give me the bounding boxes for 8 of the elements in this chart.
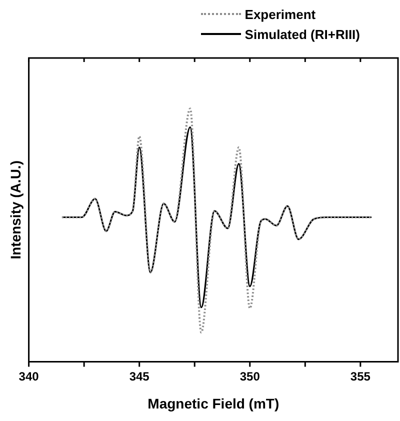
- x-axis-title: Magnetic Field (mT): [148, 395, 280, 412]
- y-axis-title: Intensity (A.U.): [7, 160, 24, 260]
- legend-label: Experiment: [244, 6, 316, 22]
- legend-label: Simulated (RI+RIII): [244, 26, 360, 42]
- x-tick-label: 350: [240, 369, 260, 384]
- x-tick-label: 355: [350, 369, 371, 384]
- x-tick-label: 345: [129, 369, 150, 384]
- x-tick-label: 340: [18, 369, 40, 384]
